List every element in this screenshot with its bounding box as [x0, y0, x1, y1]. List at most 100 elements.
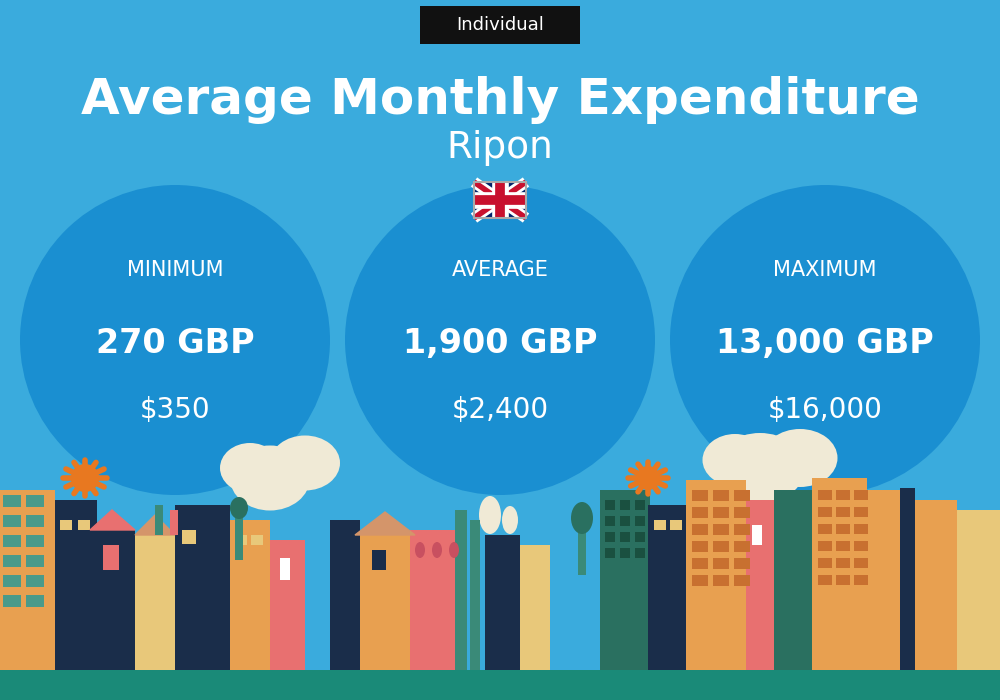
FancyBboxPatch shape — [836, 558, 850, 568]
FancyBboxPatch shape — [692, 575, 708, 586]
FancyBboxPatch shape — [26, 515, 44, 527]
Ellipse shape — [702, 434, 768, 486]
FancyBboxPatch shape — [713, 507, 729, 518]
Ellipse shape — [715, 433, 805, 503]
FancyBboxPatch shape — [360, 535, 410, 670]
Text: 13,000 GBP: 13,000 GBP — [716, 327, 934, 360]
Text: Ripon: Ripon — [447, 130, 553, 166]
FancyBboxPatch shape — [692, 507, 708, 518]
Circle shape — [71, 464, 99, 492]
FancyBboxPatch shape — [836, 507, 850, 517]
FancyBboxPatch shape — [654, 520, 666, 530]
FancyBboxPatch shape — [692, 541, 708, 552]
FancyBboxPatch shape — [818, 541, 832, 551]
FancyBboxPatch shape — [520, 545, 550, 670]
Text: MINIMUM: MINIMUM — [127, 260, 223, 280]
FancyBboxPatch shape — [836, 575, 850, 585]
FancyBboxPatch shape — [3, 555, 21, 567]
FancyBboxPatch shape — [713, 524, 729, 535]
Ellipse shape — [571, 502, 593, 534]
Text: $2,400: $2,400 — [451, 395, 549, 423]
Text: $16,000: $16,000 — [768, 395, 882, 423]
Circle shape — [20, 185, 330, 495]
FancyBboxPatch shape — [746, 500, 774, 670]
FancyBboxPatch shape — [713, 558, 729, 569]
FancyBboxPatch shape — [3, 535, 21, 547]
FancyBboxPatch shape — [182, 530, 196, 544]
FancyBboxPatch shape — [60, 520, 72, 530]
FancyBboxPatch shape — [620, 516, 630, 526]
FancyBboxPatch shape — [620, 532, 630, 542]
Text: Individual: Individual — [456, 16, 544, 34]
FancyBboxPatch shape — [734, 490, 750, 501]
Ellipse shape — [502, 506, 518, 534]
FancyBboxPatch shape — [620, 500, 630, 510]
FancyBboxPatch shape — [578, 525, 586, 575]
FancyBboxPatch shape — [635, 516, 645, 526]
FancyBboxPatch shape — [854, 507, 868, 517]
Ellipse shape — [449, 542, 459, 558]
FancyBboxPatch shape — [836, 490, 850, 500]
FancyBboxPatch shape — [235, 515, 243, 560]
Ellipse shape — [415, 542, 425, 558]
FancyBboxPatch shape — [230, 520, 270, 670]
FancyBboxPatch shape — [155, 505, 163, 535]
FancyBboxPatch shape — [692, 490, 708, 501]
FancyBboxPatch shape — [912, 500, 957, 670]
Ellipse shape — [230, 497, 248, 519]
Ellipse shape — [230, 445, 310, 510]
FancyBboxPatch shape — [605, 548, 615, 558]
FancyBboxPatch shape — [818, 507, 832, 517]
FancyBboxPatch shape — [410, 530, 455, 670]
Text: MAXIMUM: MAXIMUM — [773, 260, 877, 280]
FancyBboxPatch shape — [713, 575, 729, 586]
FancyBboxPatch shape — [0, 670, 1000, 700]
Polygon shape — [90, 510, 135, 530]
FancyBboxPatch shape — [235, 535, 247, 545]
FancyBboxPatch shape — [734, 558, 750, 569]
FancyBboxPatch shape — [3, 495, 21, 507]
FancyBboxPatch shape — [420, 6, 580, 44]
FancyBboxPatch shape — [605, 532, 615, 542]
FancyBboxPatch shape — [3, 595, 21, 607]
FancyBboxPatch shape — [474, 182, 526, 218]
Ellipse shape — [270, 435, 340, 491]
FancyBboxPatch shape — [55, 500, 97, 670]
FancyBboxPatch shape — [26, 495, 44, 507]
Ellipse shape — [432, 542, 442, 558]
FancyBboxPatch shape — [836, 524, 850, 534]
FancyBboxPatch shape — [812, 478, 867, 670]
FancyBboxPatch shape — [854, 490, 868, 500]
Polygon shape — [355, 512, 415, 535]
FancyBboxPatch shape — [620, 548, 630, 558]
FancyBboxPatch shape — [818, 524, 832, 534]
FancyBboxPatch shape — [26, 595, 44, 607]
FancyBboxPatch shape — [330, 520, 360, 670]
FancyBboxPatch shape — [818, 575, 832, 585]
Circle shape — [670, 185, 980, 495]
FancyBboxPatch shape — [734, 507, 750, 518]
FancyBboxPatch shape — [175, 505, 230, 670]
FancyBboxPatch shape — [3, 575, 21, 587]
FancyBboxPatch shape — [686, 480, 746, 670]
Text: AVERAGE: AVERAGE — [452, 260, 548, 280]
FancyBboxPatch shape — [78, 520, 90, 530]
FancyBboxPatch shape — [867, 490, 912, 670]
FancyBboxPatch shape — [170, 510, 178, 535]
Text: 270 GBP: 270 GBP — [96, 327, 254, 360]
FancyBboxPatch shape — [455, 510, 467, 670]
FancyBboxPatch shape — [836, 541, 850, 551]
FancyBboxPatch shape — [605, 516, 615, 526]
Text: Average Monthly Expenditure: Average Monthly Expenditure — [81, 76, 919, 124]
FancyBboxPatch shape — [900, 488, 915, 670]
FancyBboxPatch shape — [774, 490, 812, 670]
Circle shape — [636, 466, 660, 490]
FancyBboxPatch shape — [635, 548, 645, 558]
FancyBboxPatch shape — [135, 535, 175, 670]
FancyBboxPatch shape — [957, 510, 1000, 670]
FancyBboxPatch shape — [713, 541, 729, 552]
Polygon shape — [135, 515, 175, 535]
FancyBboxPatch shape — [648, 505, 686, 670]
FancyBboxPatch shape — [734, 524, 750, 535]
FancyBboxPatch shape — [734, 575, 750, 586]
